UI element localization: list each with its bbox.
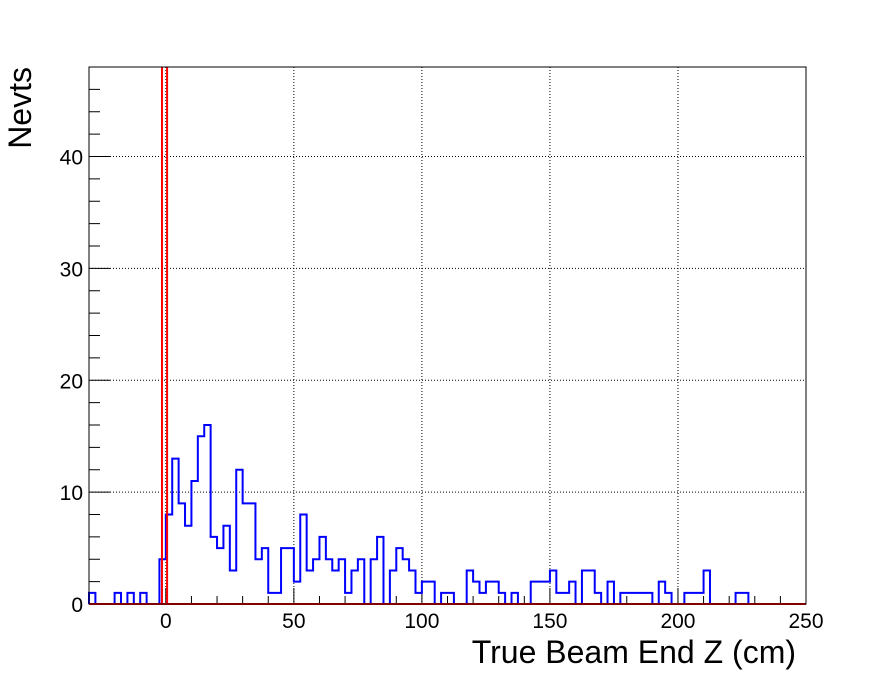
y-tick-label: 0 xyxy=(71,594,83,617)
x-tick-label: 0 xyxy=(160,610,172,633)
y-tick-label: 30 xyxy=(60,258,83,281)
x-tick-label: 250 xyxy=(788,610,823,633)
x-tick-label: 100 xyxy=(404,610,439,633)
histogram-step-line xyxy=(88,424,755,605)
axis-ticks xyxy=(89,88,807,605)
x-tick-label: 150 xyxy=(532,610,567,633)
histogram-series xyxy=(88,424,755,605)
x-tick-label: 50 xyxy=(282,610,305,633)
plot-frame xyxy=(88,66,807,605)
y-axis-title: Nevts xyxy=(2,67,38,149)
tick-labels: 0 50 100 150 200 250 0 10 20 30 40 xyxy=(60,147,824,634)
y-tick-label: 20 xyxy=(60,370,83,393)
x-tick-label: 200 xyxy=(660,610,695,633)
y-tick-label: 10 xyxy=(60,482,83,505)
cut-lines xyxy=(89,67,806,605)
grid-lines xyxy=(89,67,806,604)
x-axis-title: True Beam End Z (cm) xyxy=(472,634,796,670)
y-tick-label: 40 xyxy=(60,147,83,170)
